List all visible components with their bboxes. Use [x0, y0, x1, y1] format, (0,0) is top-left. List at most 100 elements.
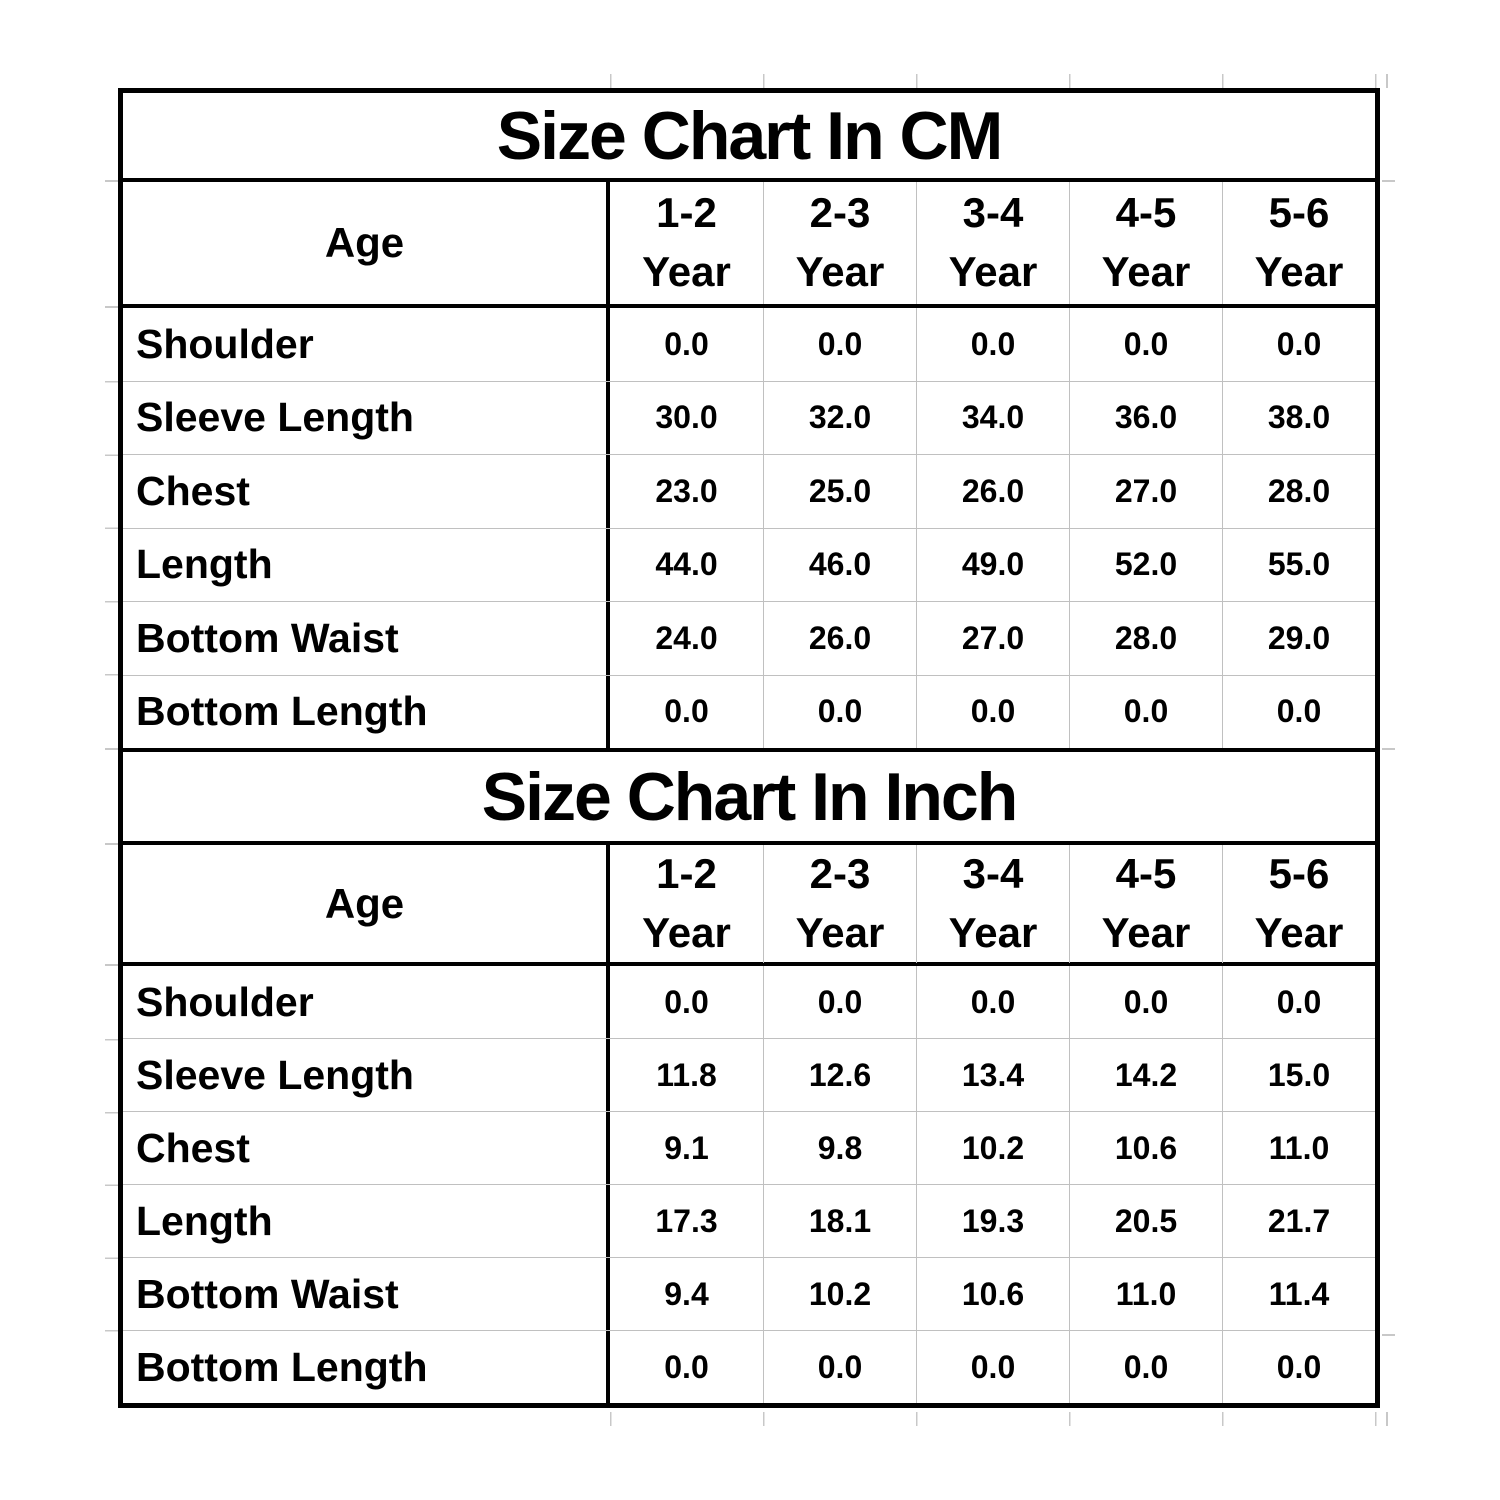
value-cell: 0.0: [664, 1348, 709, 1385]
gridline-tick: [1382, 748, 1395, 750]
age-range: 4-5: [1115, 189, 1177, 237]
value-cell: 20.5: [1069, 1185, 1222, 1257]
value-cell: 9.1: [664, 1129, 709, 1166]
age-header-cell: Age: [123, 845, 610, 963]
table-row: Length 44.0 46.0 49.0 52.0 55.0: [123, 527, 1375, 601]
value-cell: 0.0: [763, 966, 916, 1038]
year-header-cell: 3-4 Year: [916, 182, 1069, 304]
row-label-cell: Bottom Waist: [123, 602, 610, 675]
value-cell: 10.6: [916, 1258, 1069, 1330]
age-range: 1-2: [656, 850, 717, 897]
size-table-cm: Size Chart In CM Age 1-2 Year 2-3 Year 3…: [123, 93, 1375, 748]
value-cell: 0.0: [1222, 966, 1375, 1038]
value-cell: 10.6: [1069, 1112, 1222, 1184]
value-cell: 0.0: [1222, 1331, 1375, 1403]
row-label-cell: Sleeve Length: [123, 381, 610, 454]
table-title-inch: Size Chart In Inch: [123, 752, 1375, 845]
value-cell: 28.0: [1222, 455, 1375, 528]
gridline-tick: [105, 748, 118, 750]
age-unit: Year: [1101, 248, 1191, 295]
value-cell: 10.2: [763, 1258, 916, 1330]
value-cell: 19.3: [916, 1185, 1069, 1257]
value-cell: 38.0: [1222, 381, 1375, 454]
value-cell: 17.3: [655, 1202, 718, 1239]
age-unit: Year: [1254, 248, 1344, 295]
gridline-tick: [105, 964, 118, 966]
gridline-tick: [105, 306, 118, 308]
gridline-tick: [1382, 180, 1395, 182]
age-unit: Year: [948, 248, 1038, 295]
value-cell: 34.0: [916, 381, 1069, 454]
age-range: 2-3: [809, 850, 871, 897]
age-range: 5-6: [1268, 189, 1330, 237]
value-cell: 0.0: [664, 983, 709, 1020]
value-cell: 0.0: [664, 693, 709, 730]
gridline-tick: [1382, 1334, 1395, 1336]
table-row: Sleeve Length 11.8 12.6 13.4 14.2 15.0: [123, 1038, 1375, 1111]
value-cell: 0.0: [916, 1331, 1069, 1403]
value-cell: 14.2: [1069, 1039, 1222, 1111]
table-row: Sleeve Length 30.0 32.0 34.0 36.0 38.0: [123, 380, 1375, 454]
value-cell: 0.0: [664, 325, 709, 362]
age-range: 2-3: [809, 189, 871, 237]
size-table-inch: Size Chart In Inch Age 1-2 Year 2-3 Year…: [123, 748, 1375, 1403]
value-cell: 0.0: [763, 308, 916, 381]
header-row-cm: Age 1-2 Year 2-3 Year 3-4 Year 4-5 Year …: [123, 182, 1375, 308]
value-cell: 13.4: [916, 1039, 1069, 1111]
age-range: 5-6: [1268, 850, 1330, 897]
table-row: Shoulder 0.0 0.0 0.0 0.0 0.0: [123, 308, 1375, 381]
value-cell: 0.0: [916, 675, 1069, 748]
value-cell: 52.0: [1069, 528, 1222, 601]
table-row: Length 17.3 18.1 19.3 20.5 21.7: [123, 1184, 1375, 1257]
row-label-cell: Shoulder: [123, 966, 610, 1038]
value-cell: 32.0: [763, 381, 916, 454]
size-chart-sheet: Size Chart In CM Age 1-2 Year 2-3 Year 3…: [118, 88, 1380, 1408]
age-unit: Year: [642, 248, 731, 295]
value-cell: 0.0: [1069, 675, 1222, 748]
table-row: Bottom Length 0.0 0.0 0.0 0.0 0.0: [123, 674, 1375, 748]
value-cell: 10.2: [916, 1112, 1069, 1184]
value-cell: 0.0: [916, 308, 1069, 381]
header-row-inch: Age 1-2 Year 2-3 Year 3-4 Year 4-5 Year …: [123, 845, 1375, 966]
gridline-tick: [610, 74, 1380, 88]
value-cell: 0.0: [763, 1331, 916, 1403]
year-header-cell: 2-3 Year: [763, 182, 916, 304]
year-header-cell: 5-6 Year: [1222, 182, 1375, 304]
value-cell: 0.0: [1069, 1331, 1222, 1403]
gridline-tick: [1386, 1412, 1388, 1426]
year-header-cell: 3-4 Year: [916, 845, 1069, 963]
value-cell: 30.0: [655, 399, 718, 436]
value-cell: 44.0: [655, 546, 718, 583]
value-cell: 49.0: [916, 528, 1069, 601]
table-body-cm: Shoulder 0.0 0.0 0.0 0.0 0.0 Sleeve Leng…: [123, 308, 1375, 748]
row-label-cell: Shoulder: [123, 308, 610, 381]
table-row: Chest 9.1 9.8 10.2 10.6 11.0: [123, 1111, 1375, 1184]
value-cell: 0.0: [763, 675, 916, 748]
table-row: Shoulder 0.0 0.0 0.0 0.0 0.0: [123, 966, 1375, 1038]
table-row: Chest 23.0 25.0 26.0 27.0 28.0: [123, 454, 1375, 528]
age-unit: Year: [948, 908, 1038, 956]
age-unit: Year: [1101, 908, 1191, 956]
value-cell: 0.0: [916, 966, 1069, 1038]
value-cell: 55.0: [1222, 528, 1375, 601]
row-label-cell: Bottom Length: [123, 1331, 610, 1403]
value-cell: 9.8: [763, 1112, 916, 1184]
age-unit: Year: [795, 908, 885, 956]
age-unit: Year: [642, 908, 731, 956]
year-header-cell: 4-5 Year: [1069, 845, 1222, 963]
value-cell: 27.0: [916, 602, 1069, 675]
gridline-tick: [105, 180, 118, 182]
value-cell: 11.0: [1069, 1258, 1222, 1330]
value-cell: 0.0: [1069, 966, 1222, 1038]
gridline-tick: [105, 381, 118, 676]
value-cell: 21.7: [1222, 1185, 1375, 1257]
year-header-cell: 1-2 Year: [610, 182, 763, 304]
age-range: 3-4: [962, 189, 1024, 237]
value-cell: 0.0: [1069, 308, 1222, 381]
year-header-cell: 2-3 Year: [763, 845, 916, 963]
row-label-cell: Bottom Length: [123, 675, 610, 748]
value-cell: 24.0: [655, 619, 718, 656]
value-cell: 26.0: [916, 455, 1069, 528]
value-cell: 0.0: [1222, 308, 1375, 381]
value-cell: 25.0: [763, 455, 916, 528]
